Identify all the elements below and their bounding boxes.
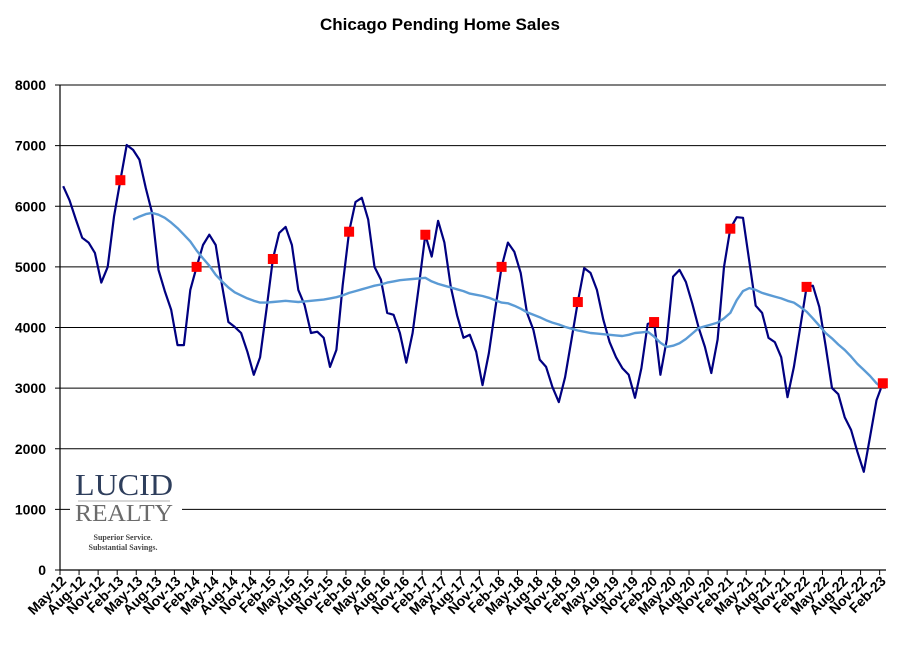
y-tick-label: 7000 (15, 138, 46, 154)
february-marker (115, 175, 126, 186)
february-marker (267, 253, 278, 264)
gridlines (55, 84, 886, 575)
chart-title: Chicago Pending Home Sales (320, 15, 560, 34)
logo: LUCID REALTY Superior Service. Substanti… (70, 462, 182, 557)
february-marker (572, 297, 583, 308)
y-tick-label: 6000 (15, 198, 46, 214)
y-tick-label: 1000 (15, 501, 46, 517)
y-tick-label: 2000 (15, 441, 46, 457)
y-tick-label: 4000 (15, 320, 46, 336)
moving-average-line (132, 211, 884, 390)
y-tick-label: 0 (38, 562, 46, 578)
february-marker (344, 226, 355, 237)
logo-tagline-1: Superior Service. (94, 533, 153, 542)
february-marker (801, 281, 812, 292)
february-marker (725, 223, 736, 234)
y-axis-tick-labels: 0 1000 2000 3000 4000 5000 6000 7000 8000 (15, 77, 46, 578)
february-marker (649, 317, 660, 328)
monthly-sales-line (62, 143, 884, 473)
logo-sub: REALTY (75, 501, 173, 527)
y-tick-label: 3000 (15, 380, 46, 396)
y-tick-label: 5000 (15, 259, 46, 275)
february-marker (191, 261, 202, 272)
logo-name: LUCID (75, 467, 173, 502)
february-marker (496, 261, 507, 272)
y-tick-label: 8000 (15, 77, 46, 93)
logo-background (70, 462, 182, 557)
logo-tagline-2: Substantial Savings. (89, 543, 158, 552)
x-axis-tick-labels: May-12Aug-12Nov-12Feb-13May-13Aug-13Nov-… (24, 573, 889, 618)
february-marker (420, 229, 431, 240)
series-group (62, 143, 888, 473)
february-marker (877, 378, 888, 389)
